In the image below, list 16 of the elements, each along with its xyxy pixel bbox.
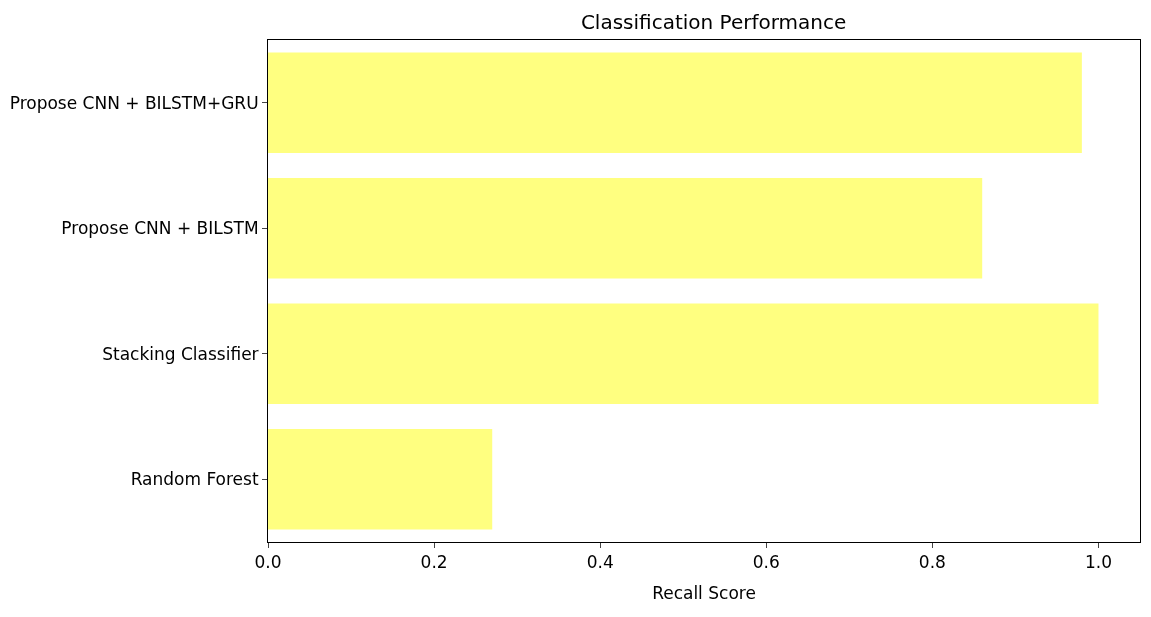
bar — [268, 178, 983, 279]
x-tick-label: 1.0 — [1084, 552, 1112, 573]
y-tick-label: Propose CNN + BILSTM+GRU — [9, 92, 259, 113]
x-tick-label: 0.0 — [254, 552, 282, 573]
x-axis-title: Recall Score — [652, 582, 756, 603]
x-tick-label: 0.8 — [918, 552, 946, 573]
bar — [268, 429, 493, 530]
x-tick-label: 0.6 — [752, 552, 780, 573]
y-tick-label: Random Forest — [130, 469, 259, 490]
y-tick-label: Stacking Classifier — [102, 343, 259, 364]
x-tick-label: 0.2 — [420, 552, 448, 573]
bar — [268, 303, 1099, 404]
y-tick-label: Propose CNN + BILSTM — [61, 218, 259, 239]
x-tick-label: 0.4 — [586, 552, 614, 573]
bar — [268, 52, 1082, 153]
chart-title: Classification Performance — [580, 10, 847, 35]
